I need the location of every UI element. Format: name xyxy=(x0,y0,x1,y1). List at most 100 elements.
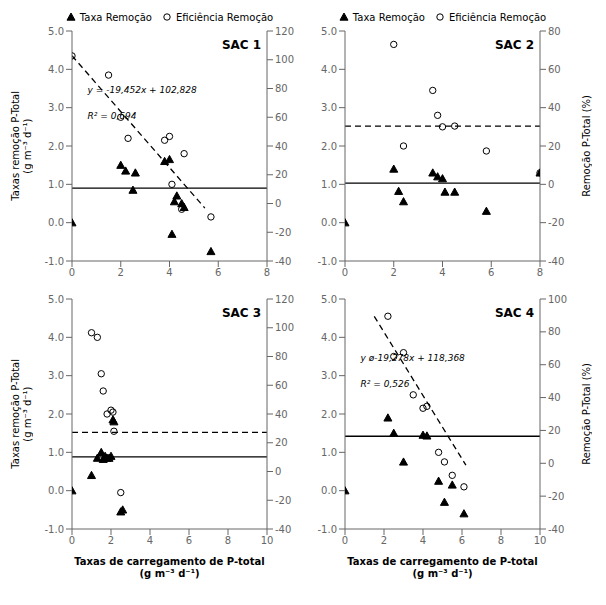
svg-text:120: 120 xyxy=(275,26,294,37)
svg-text:40: 40 xyxy=(548,392,561,403)
html-text:R² = 0,526: R² = 0,526 xyxy=(360,378,410,389)
svg-text:0: 0 xyxy=(548,179,554,190)
svg-text:-20: -20 xyxy=(275,495,291,506)
html-text:Taxas remoção P-Total (g m⁻³ d: Taxas remoção P-Total (g m⁻³ d⁻¹) xyxy=(10,91,33,201)
svg-text:2.0: 2.0 xyxy=(321,409,337,420)
svg-text:120: 120 xyxy=(275,294,294,305)
svg-text:0.0: 0.0 xyxy=(321,485,337,496)
svg-text:4: 4 xyxy=(147,535,153,546)
svg-text:80: 80 xyxy=(275,351,288,362)
html-text:y ø-19,278x + 118,368: y ø-19,278x + 118,368 xyxy=(360,353,465,364)
svg-text:40: 40 xyxy=(548,102,561,113)
svg-text:1.0: 1.0 xyxy=(321,179,337,190)
svg-text:60: 60 xyxy=(548,359,561,370)
svg-text:4: 4 xyxy=(420,535,426,546)
svg-text:6: 6 xyxy=(459,535,465,546)
svg-text:20: 20 xyxy=(275,169,288,180)
svg-text:0.0: 0.0 xyxy=(48,485,64,496)
svg-text:0: 0 xyxy=(69,267,75,278)
svg-text:80: 80 xyxy=(548,26,561,37)
svg-text:5.0: 5.0 xyxy=(48,26,64,37)
html-text:Taxas remoção P-Total (g m⁻³ d: Taxas remoção P-Total (g m⁻³ d⁻¹) xyxy=(10,359,33,469)
html-text:Taxa Remoção: Taxa Remoção xyxy=(352,11,425,23)
svg-text:4.0: 4.0 xyxy=(321,64,337,75)
svg-text:0: 0 xyxy=(275,198,281,209)
svg-text:80: 80 xyxy=(275,83,288,94)
svg-text:-1.0: -1.0 xyxy=(317,256,337,267)
svg-text:100: 100 xyxy=(275,54,294,65)
svg-text:4.0: 4.0 xyxy=(321,332,337,343)
svg-text:40: 40 xyxy=(275,141,288,152)
svg-text:20: 20 xyxy=(275,437,288,448)
svg-text:6: 6 xyxy=(215,267,221,278)
svg-text:-40: -40 xyxy=(548,256,564,267)
svg-text:4: 4 xyxy=(166,267,172,278)
svg-text:4: 4 xyxy=(439,267,445,278)
svg-text:40: 40 xyxy=(275,409,288,420)
svg-text:0: 0 xyxy=(548,458,554,469)
svg-text:3.0: 3.0 xyxy=(48,370,64,381)
svg-text:2.0: 2.0 xyxy=(48,409,64,420)
svg-text:-20: -20 xyxy=(548,217,564,228)
svg-text:6: 6 xyxy=(186,535,192,546)
svg-text:2.0: 2.0 xyxy=(48,141,64,152)
html-text:Eficiência Remoção: Eficiência Remoção xyxy=(175,11,274,23)
svg-text:-1.0: -1.0 xyxy=(317,524,337,535)
svg-text:60: 60 xyxy=(275,112,288,123)
svg-text:3.0: 3.0 xyxy=(48,102,64,113)
html-text:SAC 4: SAC 4 xyxy=(494,305,535,320)
svg-text:5.0: 5.0 xyxy=(321,294,337,305)
svg-text:100: 100 xyxy=(548,294,567,305)
svg-text:10: 10 xyxy=(261,535,274,546)
svg-text:-20: -20 xyxy=(275,227,291,238)
svg-text:4.0: 4.0 xyxy=(48,64,64,75)
svg-text:0: 0 xyxy=(342,535,348,546)
svg-text:20: 20 xyxy=(548,425,561,436)
svg-text:6: 6 xyxy=(488,267,494,278)
svg-text:1.0: 1.0 xyxy=(48,179,64,190)
svg-text:3.0: 3.0 xyxy=(321,102,337,113)
svg-text:-20: -20 xyxy=(548,491,564,502)
svg-text:8: 8 xyxy=(537,267,543,278)
svg-text:2: 2 xyxy=(381,535,387,546)
html-text:SAC 1: SAC 1 xyxy=(221,37,262,52)
svg-text:-40: -40 xyxy=(275,256,291,267)
svg-text:10: 10 xyxy=(534,535,547,546)
svg-text:3.0: 3.0 xyxy=(321,370,337,381)
html-text:SAC 2: SAC 2 xyxy=(494,37,535,52)
svg-text:20: 20 xyxy=(548,141,561,152)
svg-text:-40: -40 xyxy=(548,524,564,535)
svg-text:1.0: 1.0 xyxy=(321,447,337,458)
svg-text:8: 8 xyxy=(225,535,231,546)
html-text:R² = 0,694: R² = 0,694 xyxy=(87,110,137,121)
svg-text:-1.0: -1.0 xyxy=(44,524,64,535)
svg-text:2: 2 xyxy=(108,535,114,546)
svg-text:0: 0 xyxy=(69,535,75,546)
svg-text:100: 100 xyxy=(275,322,294,333)
html-text:Taxas de carregamento de P-tot: Taxas de carregamento de P-total (g m⁻³ … xyxy=(74,556,265,579)
html-text:Taxa Remoção: Taxa Remoção xyxy=(79,11,152,23)
svg-text:0: 0 xyxy=(275,466,281,477)
svg-text:60: 60 xyxy=(275,380,288,391)
svg-text:2.0: 2.0 xyxy=(321,141,337,152)
svg-text:0: 0 xyxy=(342,267,348,278)
html-text:y = -19,452x + 102,828: y = -19,452x + 102,828 xyxy=(87,85,197,96)
svg-text:60: 60 xyxy=(548,64,561,75)
html-text:Eficiência Remoção: Eficiência Remoção xyxy=(448,11,547,23)
html-text:Remoção P-Total (%): Remoção P-Total (%) xyxy=(581,95,592,197)
svg-text:8: 8 xyxy=(498,535,504,546)
svg-text:2: 2 xyxy=(391,267,397,278)
svg-text:-1.0: -1.0 xyxy=(44,256,64,267)
svg-text:5.0: 5.0 xyxy=(48,294,64,305)
svg-text:4.0: 4.0 xyxy=(48,332,64,343)
svg-text:8: 8 xyxy=(264,267,270,278)
svg-text:0.0: 0.0 xyxy=(321,217,337,228)
svg-text:2: 2 xyxy=(118,267,124,278)
svg-text:-40: -40 xyxy=(275,524,291,535)
html-text:Taxas de carregamento de P-tot: Taxas de carregamento de P-total (g m⁻³ … xyxy=(347,556,538,579)
svg-text:80: 80 xyxy=(548,326,561,337)
svg-text:0.0: 0.0 xyxy=(48,217,64,228)
svg-text:5.0: 5.0 xyxy=(321,26,337,37)
svg-text:1.0: 1.0 xyxy=(48,447,64,458)
html-text:SAC 3: SAC 3 xyxy=(221,305,262,320)
